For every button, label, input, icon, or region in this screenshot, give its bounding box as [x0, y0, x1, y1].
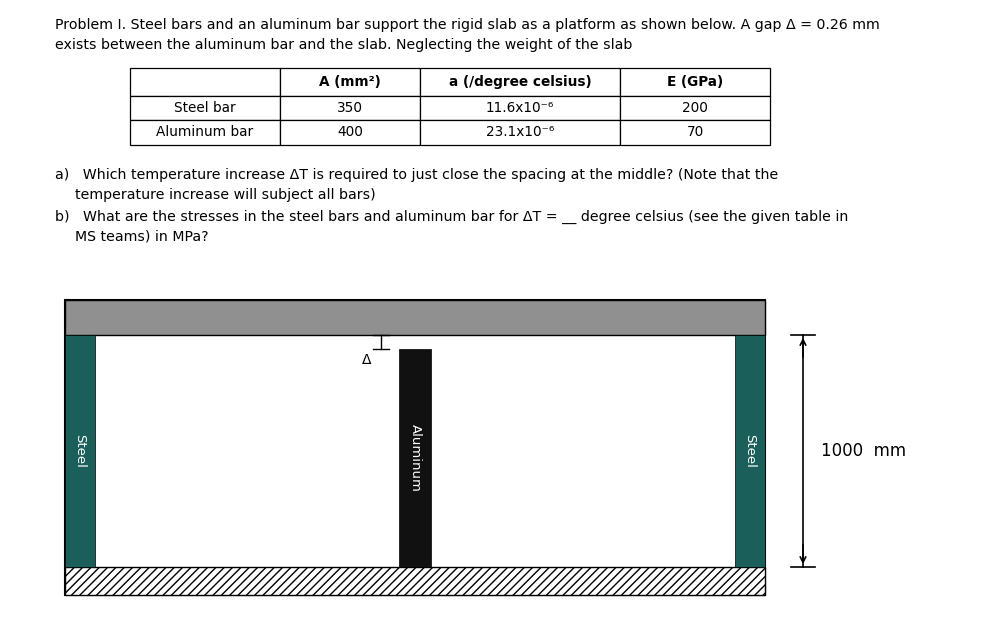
- Text: b)   What are the stresses in the steel bars and aluminum bar for ΔT = __ degree: b) What are the stresses in the steel ba…: [55, 210, 849, 224]
- Text: 23.1x10⁻⁶: 23.1x10⁻⁶: [486, 126, 554, 140]
- Text: Problem I. Steel bars and an aluminum bar support the rigid slab as a platform a: Problem I. Steel bars and an aluminum ba…: [55, 18, 879, 32]
- Text: MS teams) in MPa?: MS teams) in MPa?: [75, 230, 208, 244]
- Bar: [420, 68, 620, 96]
- Text: 70: 70: [687, 126, 703, 140]
- Text: exists between the aluminum bar and the slab. Neglecting the weight of the slab: exists between the aluminum bar and the …: [55, 38, 632, 52]
- Bar: [130, 68, 280, 96]
- Text: 200: 200: [682, 101, 708, 115]
- Bar: [620, 96, 770, 120]
- Bar: [280, 120, 420, 145]
- Bar: [65, 300, 765, 595]
- Text: Δ: Δ: [362, 353, 371, 367]
- Text: Aluminum bar: Aluminum bar: [156, 126, 254, 140]
- Bar: [620, 68, 770, 96]
- Text: 1000  mm: 1000 mm: [821, 442, 906, 460]
- Bar: [399, 349, 431, 567]
- Text: 350: 350: [337, 101, 363, 115]
- Bar: [65, 335, 95, 567]
- Text: E (GPa): E (GPa): [667, 75, 723, 89]
- Text: Aluminum: Aluminum: [408, 424, 422, 492]
- Bar: [420, 96, 620, 120]
- Text: temperature increase will subject all bars): temperature increase will subject all ba…: [75, 188, 375, 202]
- Bar: [65, 567, 765, 595]
- Bar: [420, 120, 620, 145]
- Bar: [280, 96, 420, 120]
- Bar: [130, 120, 280, 145]
- Bar: [130, 96, 280, 120]
- Bar: [65, 300, 765, 335]
- Text: Steel bar: Steel bar: [174, 101, 236, 115]
- Bar: [620, 120, 770, 145]
- Bar: [735, 335, 765, 567]
- Text: Steel: Steel: [744, 434, 757, 468]
- Text: A (mm²): A (mm²): [319, 75, 381, 89]
- Text: 11.6x10⁻⁶: 11.6x10⁻⁶: [486, 101, 554, 115]
- Text: 400: 400: [337, 126, 363, 140]
- Text: Steel: Steel: [73, 434, 87, 468]
- Bar: [280, 68, 420, 96]
- Text: a)   Which temperature increase ΔT is required to just close the spacing at the : a) Which temperature increase ΔT is requ…: [55, 168, 779, 182]
- Text: a (/degree celsius): a (/degree celsius): [449, 75, 591, 89]
